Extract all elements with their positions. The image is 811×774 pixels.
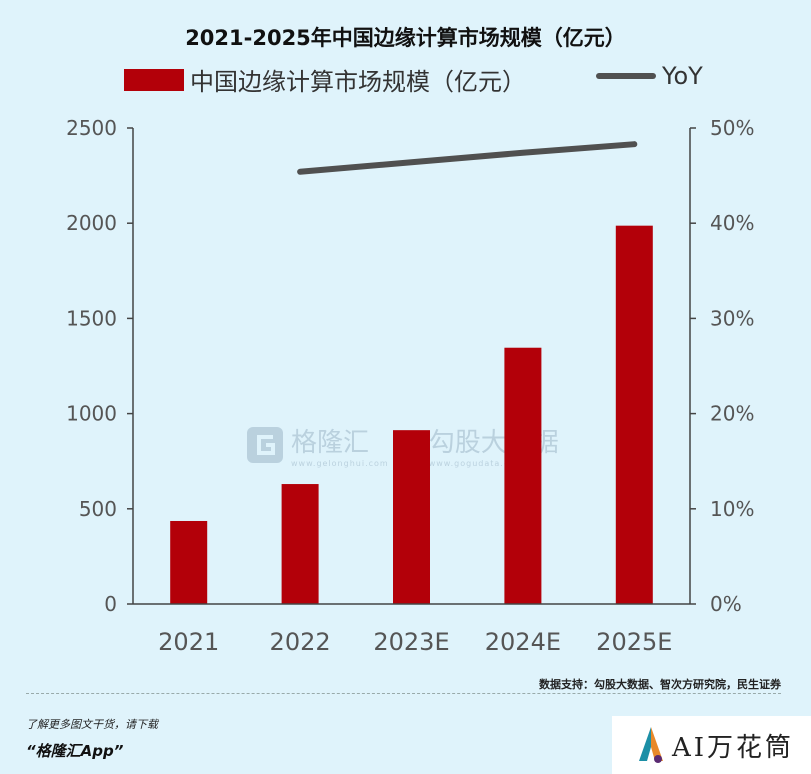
left-tick-label: 2500 (66, 116, 117, 140)
left-tick-label: 1000 (66, 402, 117, 426)
right-tick-label: 10% (710, 497, 754, 521)
x-tick-label: 2021 (158, 628, 219, 656)
chart-area: 0 500 1000 1500 2000 2500 0% 10% 20% 30% 40% 50% 202… (66, 116, 754, 656)
watermark-gelonghui-url: www.gelonghui.com (291, 459, 389, 468)
bars-group (170, 225, 653, 604)
yoy-line (297, 141, 638, 175)
gelonghui-logo-icon (247, 427, 283, 463)
left-tick-label: 2000 (66, 211, 117, 235)
legend-label-yoy: YoY (662, 62, 703, 90)
download-prompt: 了解更多图文干货，请下载 (26, 718, 158, 731)
left-tick-label: 0 (104, 592, 117, 616)
source-note: 数据支持：勾股大数据、智次方研究院，民生证券 (539, 678, 781, 691)
legend-item-market-size: 中国边缘计算市场规模（亿元） (124, 62, 526, 97)
kaleidoscope-logo-icon (639, 727, 663, 763)
x-tick-label: 2022 (270, 628, 331, 656)
yoy-line-group (297, 141, 638, 175)
chart-title: 2021-2025年中国边缘计算市场规模（亿元） (185, 26, 626, 50)
x-tick-label: 2025E (596, 628, 672, 656)
bar-2025E (615, 225, 653, 604)
chart-legend: 中国边缘计算市场规模（亿元） YoY (0, 62, 811, 98)
brand-name: AI万花筒 (672, 732, 795, 763)
right-tick-label: 0% (710, 592, 742, 616)
footer-divider (26, 693, 781, 694)
axes-group: 0 500 1000 1500 2000 2500 0% 10% 20% 30% 40% 50% 202… (66, 116, 754, 656)
right-tick-label: 40% (710, 211, 754, 235)
x-tick-label: 2023E (373, 628, 449, 656)
app-name: “格隆汇App” (26, 742, 124, 760)
legend-swatch-line (596, 73, 656, 79)
legend-label-market-size: 中国边缘计算市场规模（亿元） (190, 68, 526, 96)
right-tick-label: 50% (710, 116, 754, 140)
legend-swatch-bar (124, 68, 184, 91)
bar-2024E (504, 347, 542, 604)
left-tick-label: 1500 (66, 306, 117, 330)
legend-item-yoy: YoY (596, 62, 703, 90)
left-tick-label: 500 (79, 497, 117, 521)
right-tick-label: 30% (710, 306, 754, 330)
bar-2023E (393, 430, 430, 604)
right-tick-label: 20% (710, 402, 754, 426)
x-tick-label: 2024E (485, 628, 561, 656)
bar-2022 (281, 484, 319, 604)
brand-badge: AI万花筒 (612, 716, 811, 774)
bar-2021 (170, 520, 208, 604)
watermark-gelonghui: 格隆汇 (291, 428, 370, 458)
watermark-gogudata-url: www.gogudata.com (428, 459, 524, 468)
